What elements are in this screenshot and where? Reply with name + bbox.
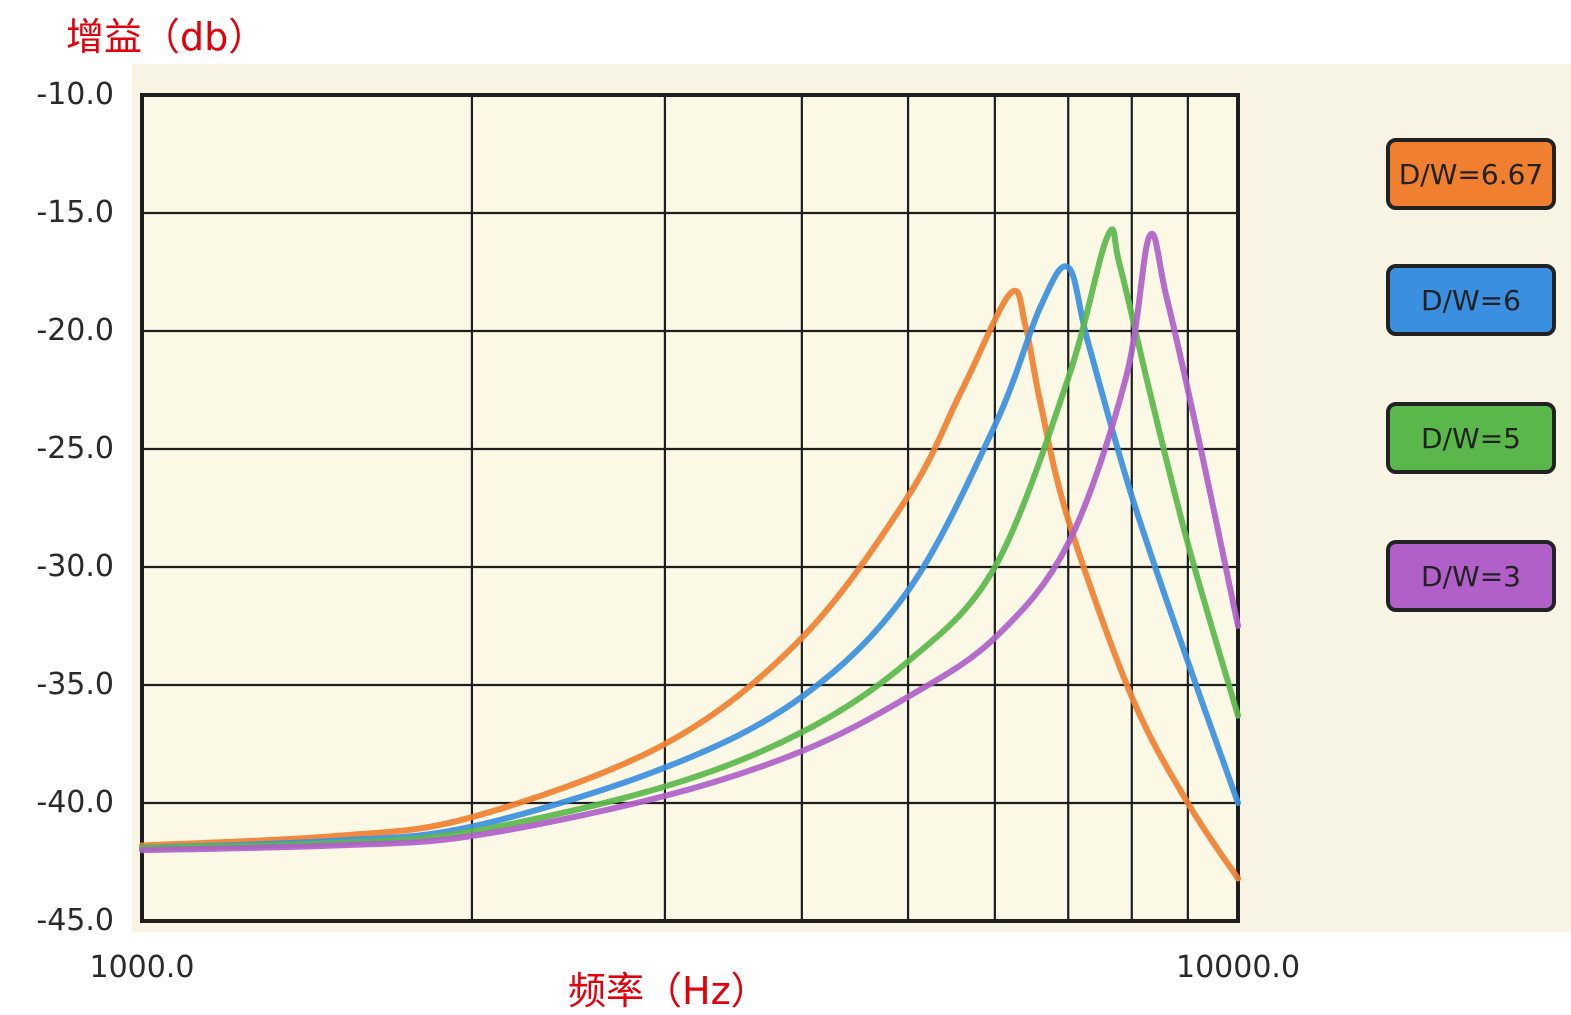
y-tick-label: -20.0 bbox=[36, 313, 114, 348]
legend-label: D/W=6 bbox=[1421, 283, 1521, 317]
legend-item: D/W=5 bbox=[1386, 402, 1556, 474]
series-line-3 bbox=[139, 226, 1241, 851]
y-tick-label: -15.0 bbox=[36, 195, 114, 230]
series-line-1 bbox=[139, 287, 1241, 882]
x-axis-label: 频率（Hz） bbox=[568, 969, 769, 1013]
y-tick-label: -35.0 bbox=[36, 667, 114, 702]
y-tick-label: -45.0 bbox=[36, 903, 114, 938]
y-tick-label: -10.0 bbox=[36, 77, 114, 112]
y-tick-label: -25.0 bbox=[36, 431, 114, 466]
series-lines bbox=[139, 226, 1241, 882]
y-axis-label: 增益（db） bbox=[66, 15, 267, 59]
plot-area bbox=[142, 95, 1238, 921]
series-line-4 bbox=[139, 230, 1241, 854]
plot-frame bbox=[140, 93, 1240, 923]
legend-item: D/W=3 bbox=[1386, 540, 1556, 612]
y-tick-label: -30.0 bbox=[36, 549, 114, 584]
legend-item: D/W=6.67 bbox=[1386, 138, 1556, 210]
legend-label: D/W=6.67 bbox=[1398, 157, 1544, 191]
x-tick-label: 10000.0 bbox=[1176, 950, 1301, 985]
legend-label: D/W=5 bbox=[1421, 421, 1521, 455]
series-line-2 bbox=[139, 263, 1241, 851]
x-tick-label: 1000.0 bbox=[89, 950, 195, 985]
legend-item: D/W=6 bbox=[1386, 264, 1556, 336]
y-tick-label: -40.0 bbox=[36, 785, 114, 820]
legend-label: D/W=3 bbox=[1421, 559, 1521, 593]
